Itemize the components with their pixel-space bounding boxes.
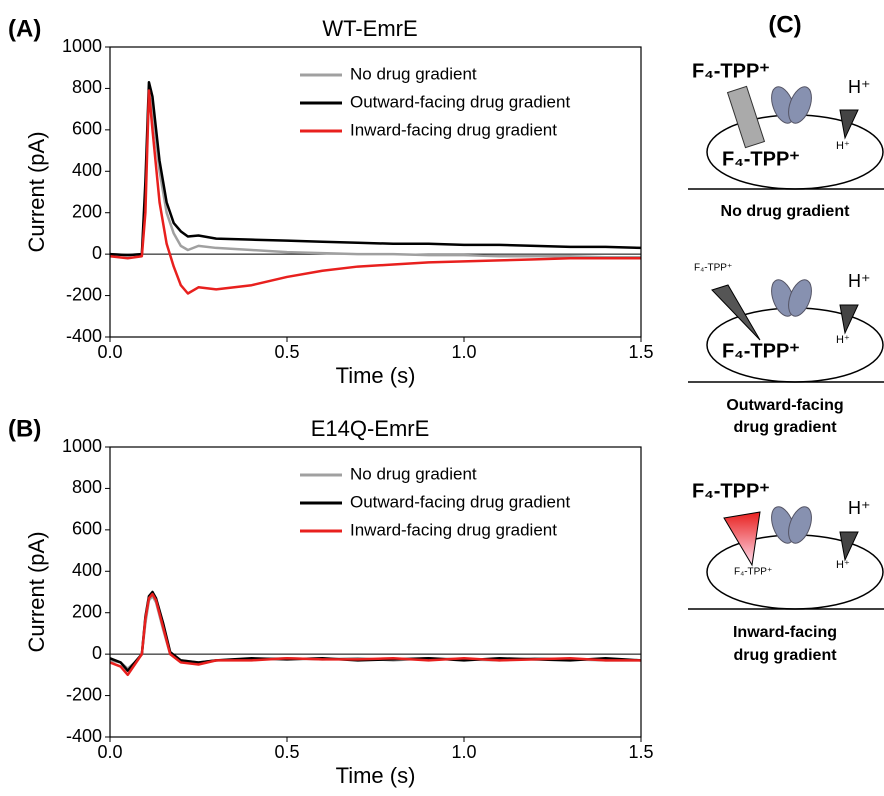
plot-frame — [109, 446, 642, 738]
x-tick-label: 1.0 — [451, 742, 476, 762]
y-tick-label: 200 — [72, 601, 102, 621]
protein — [788, 506, 812, 544]
caption: drug gradient — [733, 419, 837, 436]
proton-label: H⁺ — [848, 271, 871, 291]
caption: Outward-facing — [726, 397, 843, 414]
x-tick-label: 0.0 — [97, 342, 122, 362]
y-axis-label: Current (pA) — [24, 531, 49, 652]
drug-label: F₄-TPP⁺ — [734, 567, 772, 578]
protein — [788, 279, 812, 317]
y-tick-label: 800 — [72, 477, 102, 497]
drug-label: F₄-TPP⁺ — [722, 340, 800, 362]
plot-frame — [109, 46, 642, 338]
proton-label: H⁺ — [848, 498, 871, 518]
drug-gradient — [711, 284, 761, 341]
caption: drug gradient — [733, 647, 837, 664]
panel-label: (C) — [768, 11, 801, 38]
legend-label: Inward-facing drug gradient — [350, 120, 557, 139]
proton-label: H⁺ — [836, 140, 850, 152]
y-axis-label: Current (pA) — [24, 131, 49, 252]
y-tick-label: 800 — [72, 77, 102, 97]
proton-gradient — [839, 109, 859, 140]
x-tick-label: 1.5 — [628, 342, 653, 362]
drug-box — [726, 85, 766, 149]
y-tick-label: 0 — [92, 643, 102, 663]
x-tick-label: 0.5 — [274, 742, 299, 762]
y-tick-label: 1000 — [62, 436, 102, 456]
proton-label: H⁺ — [848, 77, 871, 97]
caption: Inward-facing — [733, 624, 837, 641]
x-tick-label: 0.0 — [97, 742, 122, 762]
x-axis-label: Time (s) — [336, 363, 416, 388]
proton-gradient — [839, 531, 859, 562]
legend-label: Outward-facing drug gradient — [350, 492, 570, 511]
drug-label: F₄-TPP⁺ — [722, 148, 800, 170]
y-tick-label: -400 — [66, 726, 102, 746]
diagram: F₄-TPP⁺ F₄-TPP⁺ H⁺ H⁺ No drug gradient — [688, 60, 884, 220]
panel-label: (B) — [8, 415, 41, 442]
drug-label: F₄-TPP⁺ — [692, 60, 770, 82]
drug-label: F₄-TPP⁺ — [692, 480, 770, 502]
drug-gradient — [723, 511, 761, 567]
proton-label: H⁺ — [836, 334, 850, 346]
series-line — [109, 89, 641, 295]
y-tick-label: 1000 — [62, 36, 102, 56]
proton-label: H⁺ — [836, 559, 850, 571]
legend-label: Outward-facing drug gradient — [350, 92, 570, 111]
protein — [788, 86, 812, 124]
y-tick-label: 400 — [72, 160, 102, 180]
y-tick-label: -200 — [66, 284, 102, 304]
legend-label: Inward-facing drug gradient — [350, 520, 557, 539]
caption: No drug gradient — [721, 203, 851, 220]
y-tick-label: 600 — [72, 519, 102, 539]
diagram: F₄-TPP⁺ F₄-TPP⁺ H⁺ H⁺ Outward-facing dru… — [688, 263, 884, 436]
x-axis-label: Time (s) — [336, 763, 416, 788]
chart-title: WT-EmrE — [322, 16, 417, 41]
proton-gradient — [839, 304, 859, 335]
drug-label: F₄-TPP⁺ — [694, 263, 732, 274]
x-tick-label: 1.5 — [628, 742, 653, 762]
series-line — [109, 592, 641, 677]
x-tick-label: 1.0 — [451, 342, 476, 362]
series-line — [109, 80, 642, 257]
diagram: F₄-TPP⁺ F₄-TPP⁺ H⁺ H⁺ Inward-facing drug… — [688, 480, 884, 664]
y-tick-label: 200 — [72, 201, 102, 221]
x-tick-label: 0.5 — [274, 342, 299, 362]
y-tick-label: 0 — [92, 243, 102, 263]
series-line — [109, 91, 641, 259]
legend-label: No drug gradient — [350, 64, 477, 83]
legend-label: No drug gradient — [350, 464, 477, 483]
chart-title: E14Q-EmrE — [311, 416, 430, 441]
y-tick-label: -200 — [66, 684, 102, 704]
panel-label: (A) — [8, 15, 41, 42]
y-tick-label: -400 — [66, 326, 102, 346]
y-tick-label: 400 — [72, 560, 102, 580]
y-tick-label: 600 — [72, 119, 102, 139]
